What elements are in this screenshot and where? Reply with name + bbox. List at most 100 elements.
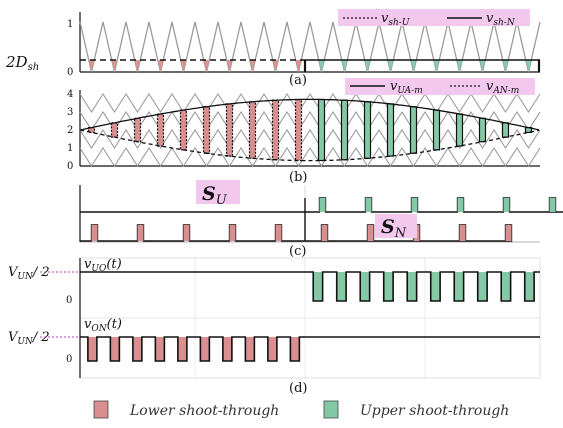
panel-a: 1 0 2Dsh vsh-U vsh-N (a) — [5, 9, 541, 88]
su-pulse — [91, 225, 98, 241]
notch-fill — [501, 272, 511, 301]
shoot-through-bar — [179, 109, 188, 151]
sn-pulse — [319, 198, 326, 212]
notch-fill — [477, 272, 488, 301]
two-d-sh-label: 2Dsh — [5, 53, 39, 73]
signal-S-U — [80, 224, 513, 242]
sn-pulse — [503, 198, 510, 212]
signal-S-U-pulses — [80, 211, 512, 241]
notch-fill — [110, 337, 120, 361]
su-pulse — [229, 225, 236, 241]
shoot-through-bar — [294, 98, 303, 162]
shoot-through-triangle — [364, 60, 371, 72]
series-v-UA-m — [79, 98, 540, 131]
notch-fill — [132, 337, 142, 361]
panel-d-label: (d) — [289, 381, 307, 396]
signal-S-N — [305, 197, 563, 213]
shoot-through-triangle — [318, 60, 325, 72]
panel-a-triangle-carrier — [79, 21, 541, 73]
notch-fill — [200, 337, 210, 361]
shoot-through-bar — [409, 106, 418, 154]
legend-lower-swatch — [93, 400, 109, 419]
shoot-through-bar — [271, 99, 280, 161]
panel-a-label: (a) — [289, 73, 307, 88]
von-level-label: VUN/ 2 — [8, 330, 50, 347]
legend-b-box — [345, 78, 535, 95]
von-label: vON(t) — [84, 317, 122, 334]
su-pulse — [459, 225, 466, 241]
legend-a-item-2: vsh-N — [486, 11, 516, 28]
shoot-through-bar — [340, 99, 349, 161]
von-notches — [87, 337, 300, 361]
su-pulse — [137, 225, 144, 241]
notch-fill — [383, 272, 394, 301]
panel-a-ytick-1: 1 — [67, 19, 73, 30]
shoot-through-triangle — [134, 60, 141, 72]
notch-fill — [524, 272, 535, 301]
legend-a-item-1: vsh-U — [381, 11, 410, 28]
vuo-notches — [313, 272, 535, 301]
shoot-through-triangle — [157, 60, 164, 72]
panel-c: SU SN (c) — [79, 180, 563, 259]
notch-fill — [177, 337, 187, 361]
panel-b-ytick-3: 3 — [67, 107, 73, 118]
shoot-through-bar — [317, 98, 326, 162]
legend-b-item-1: vUA-m — [390, 79, 423, 96]
signal-v-UO — [80, 271, 540, 302]
shoot-through-bar — [386, 103, 395, 157]
vuo-level-label: VUN/ 2 — [8, 265, 50, 282]
signal-v-ON — [80, 336, 540, 362]
shoot-through-triangle — [111, 60, 118, 72]
su-pulse — [275, 225, 282, 241]
su-pulse — [321, 225, 328, 241]
series-v-AN-m — [79, 129, 540, 162]
shoot-through-triangle — [433, 60, 440, 72]
legend-lower-text: Lower shoot-through — [129, 403, 279, 419]
signal-S-N-pulses — [304, 198, 556, 241]
panel-d: VUN/ 2 0 vUO(t) VUN/ 2 0 vON(t) (d) — [8, 257, 541, 396]
notch-fill — [313, 272, 323, 301]
sn-pulse — [365, 198, 372, 212]
panel-b-carrier-band — [79, 146, 541, 168]
panel-b-ytick-4: 4 — [67, 89, 73, 100]
shoot-through-triangle — [387, 60, 394, 72]
su-label-box — [196, 180, 240, 204]
vuo-label: vUO(t) — [84, 257, 122, 274]
legend-b-item-2: vAN-m — [486, 79, 519, 96]
panel-b-ytick-1: 1 — [67, 143, 73, 154]
notch-fill — [407, 272, 417, 301]
sn-pulse — [457, 198, 464, 212]
shoot-through-bar — [202, 106, 211, 154]
panel-b-ytick-0: 0 — [67, 161, 73, 172]
shoot-through-bar — [248, 101, 257, 159]
shoot-through-bar — [87, 126, 96, 134]
shoot-through-triangle — [479, 60, 486, 72]
notch-fill — [155, 337, 165, 361]
sn-pulse — [411, 198, 418, 212]
shoot-through-triangle — [456, 60, 463, 72]
notch-fill — [430, 272, 441, 301]
legend-a-box — [338, 9, 530, 26]
sn-label: SN — [381, 216, 407, 241]
shoot-through-bar — [478, 117, 487, 143]
notch-fill — [290, 337, 300, 361]
shoot-through-triangle — [272, 60, 279, 72]
shoot-through-triangle — [226, 60, 233, 72]
panel-b-carriers — [79, 92, 541, 168]
shoot-through-bar — [432, 109, 441, 151]
legend-upper-text: Upper shoot-through — [360, 403, 509, 419]
notch-fill — [454, 272, 464, 301]
shoot-through-triangle — [525, 60, 532, 72]
su-pulse — [367, 225, 374, 241]
panel-a-carrier — [79, 21, 541, 73]
shoot-through-triangle — [410, 60, 417, 72]
shoot-through-triangle — [180, 60, 187, 72]
su-pulse — [183, 225, 190, 241]
shoot-through-bar — [110, 122, 119, 138]
panel-b: 4 3 2 1 0 vUA-m vAN-m (b) — [67, 78, 541, 185]
shoot-through-bar — [455, 113, 464, 147]
sn-pulse — [549, 198, 556, 212]
von-zero-label: 0 — [66, 354, 72, 365]
notch-fill — [336, 272, 347, 301]
